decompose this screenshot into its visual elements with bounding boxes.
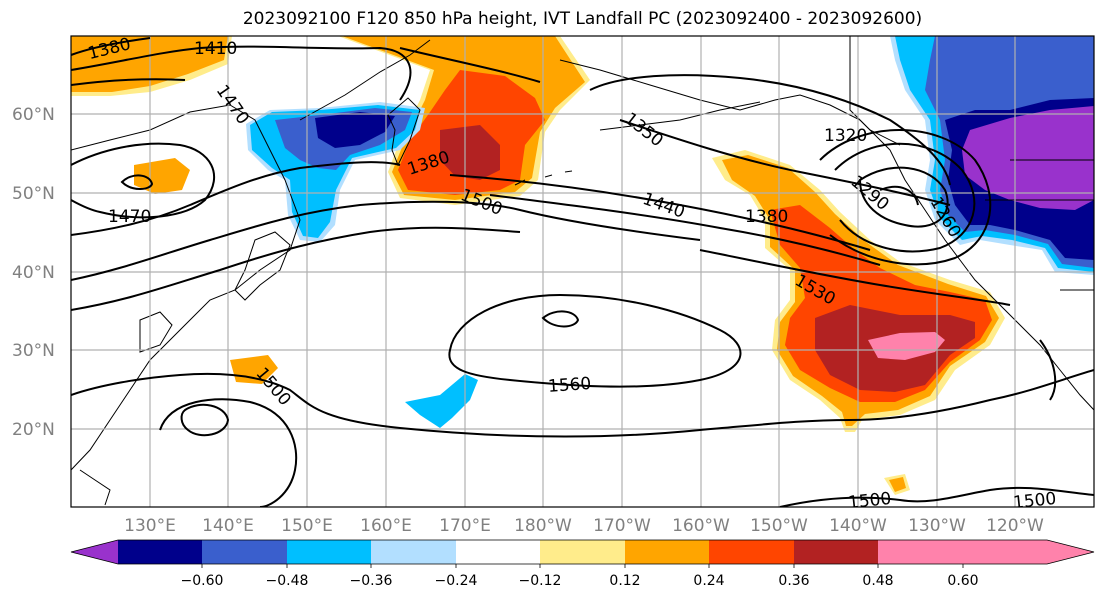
colorbar-outline [70, 539, 1095, 565]
lon-label: 150°E [281, 516, 333, 536]
height-contours [71, 37, 1094, 507]
colorbar-bin [794, 540, 878, 564]
contour-label: 1410 [194, 39, 237, 59]
lat-label: 60°N [12, 105, 55, 125]
colorbar-bin [287, 540, 371, 564]
colorbar-bin [456, 540, 540, 564]
colorbar: −0.60 −0.48 −0.36 −0.24 −0.12 0.12 0.24 … [70, 539, 1095, 589]
lon-label: 130°E [124, 516, 176, 536]
colorbar-ticks [201, 564, 964, 568]
lon-label: 180°W [514, 516, 572, 536]
lon-label: 160°W [672, 516, 730, 536]
colorbar-extend-high [963, 540, 1094, 564]
longitude-labels: 130°E 140°E 150°E 160°E 170°E 180°W 170°… [124, 516, 1044, 536]
graticule [71, 36, 1094, 507]
colorbar-tick-label: −0.48 [266, 573, 309, 589]
lon-label: 140°W [829, 516, 887, 536]
colorbar-bin [118, 540, 202, 564]
colorbar-tick-label: 0.12 [609, 573, 640, 589]
lat-label: 40°N [12, 263, 55, 283]
contour-label: 1560 [547, 374, 592, 397]
colorbar-tick-label: −0.24 [435, 573, 478, 589]
ivt-shading-north-pacific [71, 36, 910, 495]
lon-label: 150°W [750, 516, 808, 536]
colorbar-tick-label: −0.60 [181, 573, 224, 589]
lon-label: 160°E [360, 516, 412, 536]
colorbar-bin [878, 540, 963, 564]
colorbar-bin [202, 540, 287, 564]
lat-label: 50°N [12, 184, 55, 204]
lon-label: 120°W [986, 516, 1044, 536]
colorbar-tick-label: 0.24 [693, 573, 724, 589]
colorbar-tick-label: 0.48 [862, 573, 893, 589]
lon-label: 130°W [908, 516, 966, 536]
coastlines [71, 36, 1094, 506]
ivt-shading-negative-east [890, 36, 1094, 275]
lon-label: 170°E [439, 516, 491, 536]
contour-label: 1500 [1012, 489, 1057, 513]
lat-label: 30°N [12, 341, 55, 361]
latitude-labels: 60°N 50°N 40°N 30°N 20°N [12, 105, 55, 440]
contour-label: 1350 [620, 109, 666, 151]
contour-label: 1320 [824, 126, 867, 146]
colorbar-extend-low [71, 540, 118, 564]
map-title: 2023092100 F120 850 hPa height, IVT Land… [242, 9, 923, 29]
colorbar-bin [625, 540, 709, 564]
contour-label: 1380 [745, 207, 788, 227]
colorbar-tick-label: −0.36 [350, 573, 393, 589]
contour-label: 1500 [252, 364, 295, 410]
contour-label: 1500 [847, 489, 892, 513]
ivt-shading-negative-west [246, 102, 478, 428]
contour-label: 1470 [212, 81, 253, 128]
lon-label: 140°E [202, 516, 254, 536]
colorbar-bin [709, 540, 794, 564]
map-area: 1380 1410 1470 1470 1380 1350 1320 1500 … [71, 36, 1094, 513]
colorbar-bin [371, 540, 456, 564]
map-frame [70, 35, 1095, 508]
colorbar-tick-label: −0.12 [519, 573, 562, 589]
lat-label: 20°N [12, 420, 55, 440]
lon-label: 170°W [593, 516, 651, 536]
colorbar-bin [540, 540, 625, 564]
colorbar-tick-label: 0.60 [947, 573, 978, 589]
contour-label: 1470 [108, 207, 151, 227]
colorbar-tick-label: 0.36 [778, 573, 809, 589]
